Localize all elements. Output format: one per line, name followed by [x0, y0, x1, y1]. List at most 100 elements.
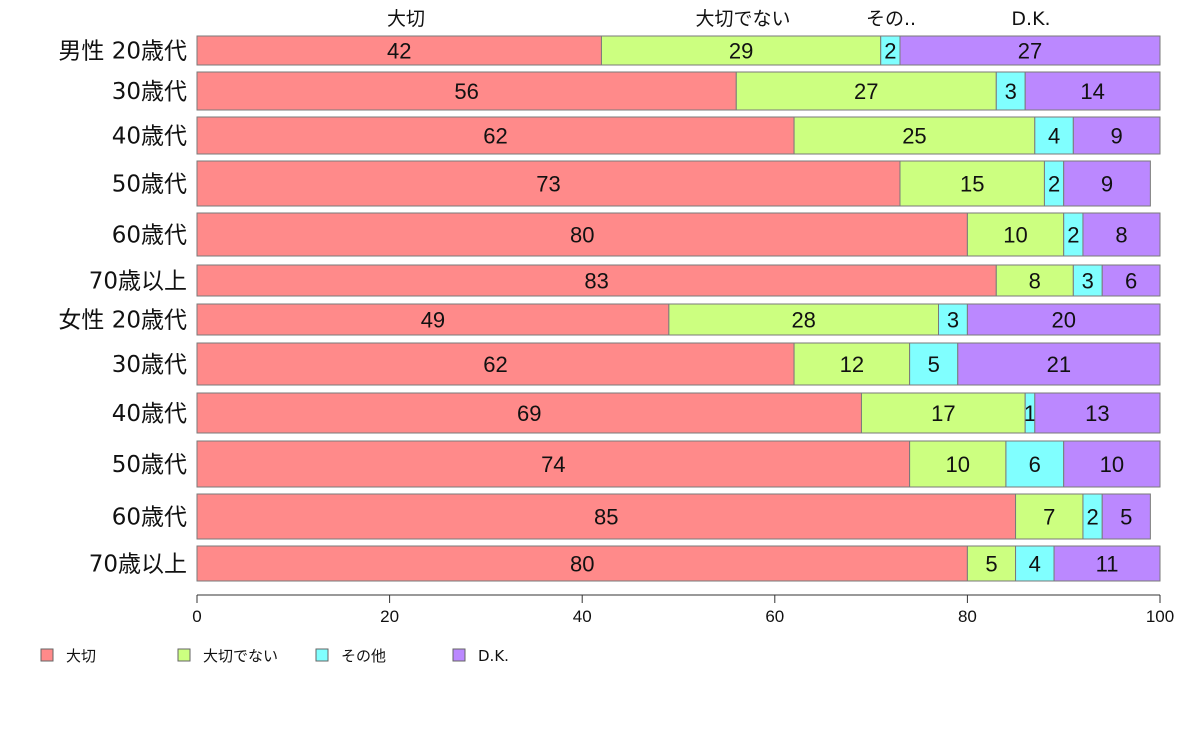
data-label: 4	[1048, 124, 1060, 149]
data-label: 13	[1085, 401, 1109, 426]
data-label: 27	[854, 79, 878, 104]
category-label: 50歳代	[112, 452, 187, 478]
bar-segment	[899, 35, 1161, 66]
data-label: 17	[931, 401, 955, 426]
column-header: D.K.	[1011, 8, 1050, 30]
category-label: 60歳代	[112, 223, 187, 249]
bar-segment	[196, 392, 862, 434]
data-label: 2	[1067, 223, 1079, 248]
bar-segment	[1024, 71, 1161, 111]
data-label: 62	[483, 352, 507, 377]
category-label: 40歳代	[112, 401, 187, 427]
bar-segment	[668, 303, 940, 336]
bar-segment	[1101, 493, 1151, 540]
data-label: 5	[985, 552, 997, 577]
category-label: 30歳代	[112, 352, 187, 378]
data-label: 5	[1120, 505, 1132, 530]
bar-segment	[793, 342, 911, 386]
x-tick-label: 0	[192, 607, 201, 626]
data-label: 2	[1086, 505, 1098, 530]
data-label: 20	[1051, 308, 1075, 333]
data-label: 3	[1005, 79, 1017, 104]
data-label: 25	[902, 124, 926, 149]
x-tick-label: 20	[380, 607, 399, 626]
bar-segment	[909, 440, 1007, 488]
data-label: 56	[454, 79, 478, 104]
data-label: 74	[541, 452, 565, 477]
data-label: 9	[1111, 124, 1123, 149]
data-label: 62	[483, 124, 507, 149]
legend-label: 大切でない	[203, 647, 278, 665]
bar-segment	[1063, 160, 1151, 207]
bar-segment	[1101, 264, 1161, 297]
bar-segment	[196, 160, 901, 207]
bar-segment	[196, 71, 737, 111]
data-label: 8	[1115, 223, 1127, 248]
bar-segment	[995, 71, 1026, 111]
bar-segment	[600, 35, 882, 66]
legend-label: D.K.	[478, 647, 509, 665]
column-header: 大切でない	[695, 8, 790, 30]
category-label: 女性 20歳代	[58, 308, 187, 334]
data-label: 49	[421, 308, 445, 333]
legend-swatch	[315, 648, 329, 662]
data-label: 28	[791, 308, 815, 333]
legend: 大切 大切でない その他 D.K.	[40, 647, 509, 665]
category-label: 男性 20歳代	[58, 39, 187, 65]
data-label: 1	[1024, 401, 1036, 426]
data-label: 6	[1029, 452, 1041, 477]
bar-segment	[196, 545, 968, 582]
legend-label: 大切	[66, 647, 96, 665]
data-label: 15	[960, 172, 984, 197]
bar-segment	[1082, 212, 1161, 257]
bar-segment	[1034, 392, 1161, 434]
x-tick-label: 80	[958, 607, 977, 626]
bar-segment	[1015, 493, 1084, 540]
bar-segment	[966, 303, 1161, 336]
bar-segment	[196, 116, 795, 155]
category-label: 70歳以上	[89, 552, 187, 578]
data-label: 14	[1080, 79, 1104, 104]
data-label: 29	[729, 39, 753, 64]
bar-segment	[196, 303, 670, 336]
category-label: 60歳代	[112, 505, 187, 531]
data-label: 73	[536, 172, 560, 197]
bar-segment	[735, 71, 997, 111]
bar-segment	[196, 440, 911, 488]
legend-swatch	[177, 648, 191, 662]
data-label: 10	[1003, 223, 1027, 248]
bar-segment	[995, 264, 1074, 297]
x-tick-label: 60	[765, 607, 784, 626]
category-label: 40歳代	[112, 124, 187, 150]
category-label: 50歳代	[112, 172, 187, 198]
data-label: 5	[928, 352, 940, 377]
bar-segment	[196, 493, 1017, 540]
legend-swatch	[40, 648, 54, 662]
x-axis: 0 20 40 60 80 100	[192, 594, 1174, 626]
column-header: その..	[866, 8, 916, 30]
data-label: 80	[570, 552, 594, 577]
x-tick-label: 100	[1146, 607, 1174, 626]
data-label: 9	[1101, 172, 1113, 197]
data-label: 12	[840, 352, 864, 377]
bar-segment	[1053, 545, 1161, 582]
bar-segment	[899, 160, 1045, 207]
legend-label: その他	[341, 647, 386, 665]
bar-segment	[196, 342, 795, 386]
bar-segment	[1072, 116, 1161, 155]
column-header: 大切	[387, 8, 425, 30]
data-label: 21	[1047, 352, 1071, 377]
bar-segment	[196, 35, 602, 66]
bar-segment	[793, 116, 1036, 155]
data-label: 3	[1082, 269, 1094, 294]
data-label: 4	[1029, 552, 1041, 577]
category-label: 70歳以上	[89, 269, 187, 295]
bar-segment	[196, 264, 997, 297]
data-label: 69	[517, 401, 541, 426]
data-label: 10	[946, 452, 970, 477]
bar-segment	[966, 545, 1017, 582]
bar-segment	[860, 392, 1026, 434]
data-label: 27	[1018, 39, 1042, 64]
